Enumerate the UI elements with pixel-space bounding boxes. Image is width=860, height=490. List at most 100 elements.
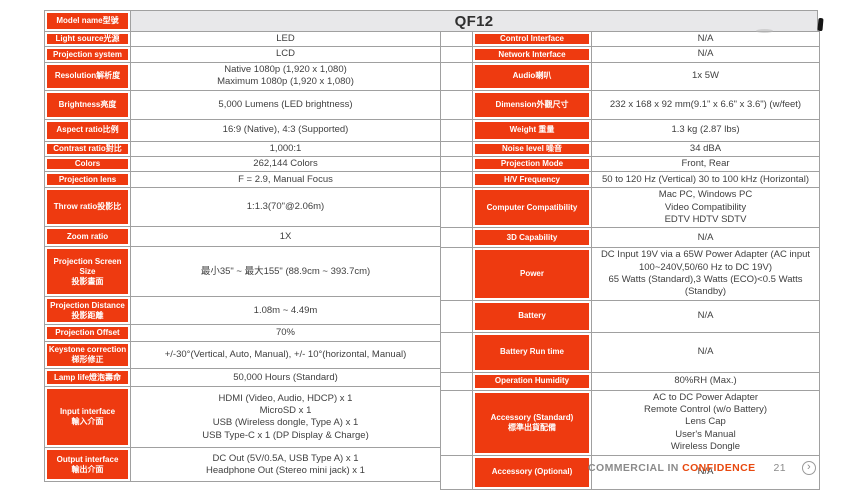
- spec-label: Projection Distance 投影距離: [47, 299, 128, 323]
- spacer-cell: [440, 89, 473, 120]
- model-name-label-cell: Model name型號: [45, 11, 131, 31]
- spec-value: HDMI (Video, Audio, HDCP) x 1 MicroSD x …: [130, 386, 441, 449]
- spec-label: Output interface 輸出介面: [47, 450, 128, 480]
- spec-value: 1.08m ~ 4.49m: [130, 296, 441, 326]
- spec-value: DC Out (5V/0.5A, USB Type A) x 1 Headpho…: [130, 447, 441, 483]
- spec-row: Battery N/A: [440, 299, 820, 333]
- spec-row: Projection Distance 投影距離 1.08m ~ 4.49m: [44, 296, 441, 326]
- spacer-cell: [440, 156, 473, 173]
- spec-label: Colors: [47, 159, 128, 170]
- spec-label-cell: Lamp life燈泡壽命: [44, 368, 131, 388]
- spec-label: Projection lens: [47, 174, 128, 186]
- spec-label-cell: Projection Distance 投影距離: [44, 296, 131, 326]
- spacer-cell: [440, 389, 473, 456]
- spec-row: H/V Frequency 50 to 120 Hz (Vertical) 30 …: [440, 171, 820, 189]
- spacer-cell: [440, 46, 473, 63]
- spec-value: 70%: [130, 324, 441, 343]
- spec-value: 1x 5W: [591, 61, 820, 91]
- spec-row: Projection Screen Size 投影畫面 最小35" ~ 最大155…: [44, 246, 441, 298]
- spec-table-left: Light source光源 LED Projection system LCD Res…: [44, 30, 441, 483]
- spec-label: Noise level 噪音: [475, 143, 589, 155]
- spec-value: 1.3 kg (2.87 lbs): [591, 118, 820, 142]
- spec-label-cell: Battery Run time: [472, 331, 592, 373]
- spec-row: Resolution解析度 Native 1080p (1,920 x 1,080…: [44, 61, 441, 91]
- spec-label-cell: Projection Mode: [472, 156, 592, 173]
- spec-label: Computer Compatibility: [475, 190, 589, 226]
- spec-row: Colors 262,144 Colors: [44, 156, 441, 173]
- spec-row: Lamp life燈泡壽命 50,000 Hours (Standard): [44, 368, 441, 388]
- spec-label: Operation Humidity: [475, 374, 589, 388]
- spec-label-cell: Projection system: [44, 46, 131, 63]
- spec-label: Accessory (Standard) 標準出貨配備: [475, 392, 589, 453]
- spec-label-cell: Colors: [44, 156, 131, 173]
- spec-label: Light source光源: [47, 34, 128, 45]
- spec-row: Projection system LCD: [44, 46, 441, 63]
- spec-value: DC Input 19V via a 65W Power Adapter (AC…: [591, 247, 820, 301]
- spec-row: Power DC Input 19V via a 65W Power Adapte…: [440, 247, 820, 301]
- spec-value: 232 x 168 x 92 mm(9.1" x 6.6" x 3.6") (w…: [591, 89, 820, 120]
- spacer-cell: [440, 118, 473, 142]
- chevron-right-icon: ›: [806, 461, 812, 473]
- spec-value: Native 1080p (1,920 x 1,080) Maximum 108…: [130, 61, 441, 91]
- spec-label-cell: Control Interface: [472, 30, 592, 48]
- spec-label: Zoom ratio: [47, 229, 128, 245]
- spec-table-body: Light source光源 LED Projection system LCD Res…: [44, 30, 820, 490]
- spec-value: 1,000:1: [130, 140, 441, 158]
- spec-label-cell: Computer Compatibility: [472, 187, 592, 229]
- spec-label-cell: Projection Screen Size 投影畫面: [44, 246, 131, 298]
- spec-value: 262,144 Colors: [130, 156, 441, 173]
- spec-row: Zoom ratio 1X: [44, 226, 441, 248]
- spacer-cell: [440, 61, 473, 91]
- model-name-value: QF12: [131, 11, 817, 31]
- spec-row: Noise level 噪音 34 dBA: [440, 140, 820, 158]
- spec-value: N/A: [591, 299, 820, 333]
- spacer-cell: [440, 247, 473, 301]
- spec-value: 80%RH (Max.): [591, 371, 820, 391]
- slide-footer: COMMERCIAL IN CONFIDENCE 21 ›: [588, 461, 816, 475]
- spec-label-cell: Noise level 噪音: [472, 140, 592, 158]
- spacer-cell: [440, 371, 473, 391]
- spec-label-cell: Network Interface: [472, 46, 592, 63]
- spec-row: Contrast ratio對比 1,000:1: [44, 140, 441, 158]
- spec-label-cell: Output interface 輸出介面: [44, 447, 131, 483]
- spec-label-cell: Audio喇叭: [472, 61, 592, 91]
- spec-row: Output interface 輸出介面 DC Out (5V/0.5A, US…: [44, 447, 441, 483]
- spec-label: 3D Capability: [475, 230, 589, 246]
- spec-label: Projection Screen Size 投影畫面: [47, 249, 128, 295]
- spec-label: Aspect ratio比例: [47, 121, 128, 139]
- spec-value: F = 2.9, Manual Focus: [130, 171, 441, 189]
- spec-label: Control Interface: [475, 34, 589, 45]
- spec-row: Light source光源 LED: [44, 30, 441, 48]
- spec-label: Keystone correction 梯形修正: [47, 344, 128, 367]
- spec-value: N/A: [591, 227, 820, 249]
- spec-label: Throw ratio投影比: [47, 190, 128, 225]
- spec-value: N/A: [591, 46, 820, 63]
- spec-row: Control Interface N/A: [440, 30, 820, 48]
- spec-value: N/A: [591, 30, 820, 48]
- spec-label: Power: [475, 250, 589, 298]
- spacer-cell: [440, 140, 473, 158]
- spec-label-cell: Power: [472, 247, 592, 301]
- spec-label: Lamp life燈泡壽命: [47, 371, 128, 385]
- smudge-mark: [756, 29, 773, 33]
- spec-label-cell: Operation Humidity: [472, 371, 592, 391]
- spec-value: Front, Rear: [591, 156, 820, 173]
- spec-label: Weight 重量: [475, 121, 589, 139]
- spec-label: H/V Frequency: [475, 174, 589, 186]
- spec-value: 1:1.3(70"@2.06m): [130, 187, 441, 228]
- spec-row: Projection Offset 70%: [44, 324, 441, 343]
- spec-row: Weight 重量 1.3 kg (2.87 lbs): [440, 118, 820, 142]
- spec-row: Audio喇叭 1x 5W: [440, 61, 820, 91]
- spec-label-cell: Weight 重量: [472, 118, 592, 142]
- spec-value: Mac PC, Windows PC Video Compatibility E…: [591, 187, 820, 229]
- next-page-button[interactable]: ›: [802, 461, 816, 475]
- spec-row: Input interface 輸入介面 HDMI (Video, Audio, …: [44, 386, 441, 449]
- spec-row: Computer Compatibility Mac PC, Windows PC…: [440, 187, 820, 229]
- spec-label-cell: Projection Offset: [44, 324, 131, 343]
- spec-row: Battery Run time N/A: [440, 331, 820, 373]
- spec-label-cell: Accessory (Standard) 標準出貨配備: [472, 389, 592, 456]
- model-name-label: Model name型號: [47, 13, 128, 29]
- spec-row: Operation Humidity 80%RH (Max.): [440, 371, 820, 391]
- spacer-cell: [440, 227, 473, 249]
- spec-label: Dimension外觀尺寸: [475, 92, 589, 117]
